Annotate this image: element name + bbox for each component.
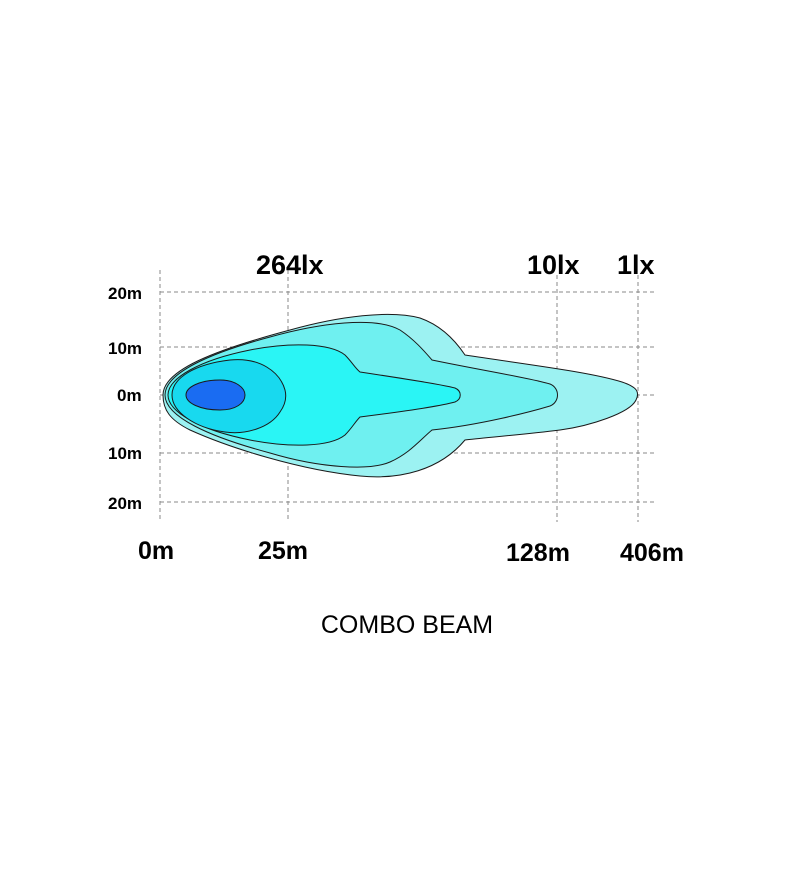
width-label-top-10m: 10m: [108, 339, 142, 358]
beam-title: COMBO BEAM: [321, 611, 493, 639]
beam-contours: [162, 313, 639, 478]
distance-label-0m: 0m: [138, 537, 174, 565]
distance-label-406m: 406m: [620, 539, 684, 567]
distance-label-25m: 25m: [258, 537, 308, 565]
width-label-bottom-20m: 20m: [108, 494, 142, 513]
width-label-bottom-10m: 10m: [108, 444, 142, 463]
contour-264lx: [185, 379, 246, 411]
width-label-center-0m: 0m: [117, 386, 142, 405]
width-label-top-20m: 20m: [108, 284, 142, 303]
lux-label-10lx: 10lx: [527, 250, 580, 280]
lux-label-264lx: 264lx: [256, 250, 324, 280]
lux-label-1lx: 1lx: [617, 250, 655, 280]
distance-label-128m: 128m: [506, 539, 570, 567]
